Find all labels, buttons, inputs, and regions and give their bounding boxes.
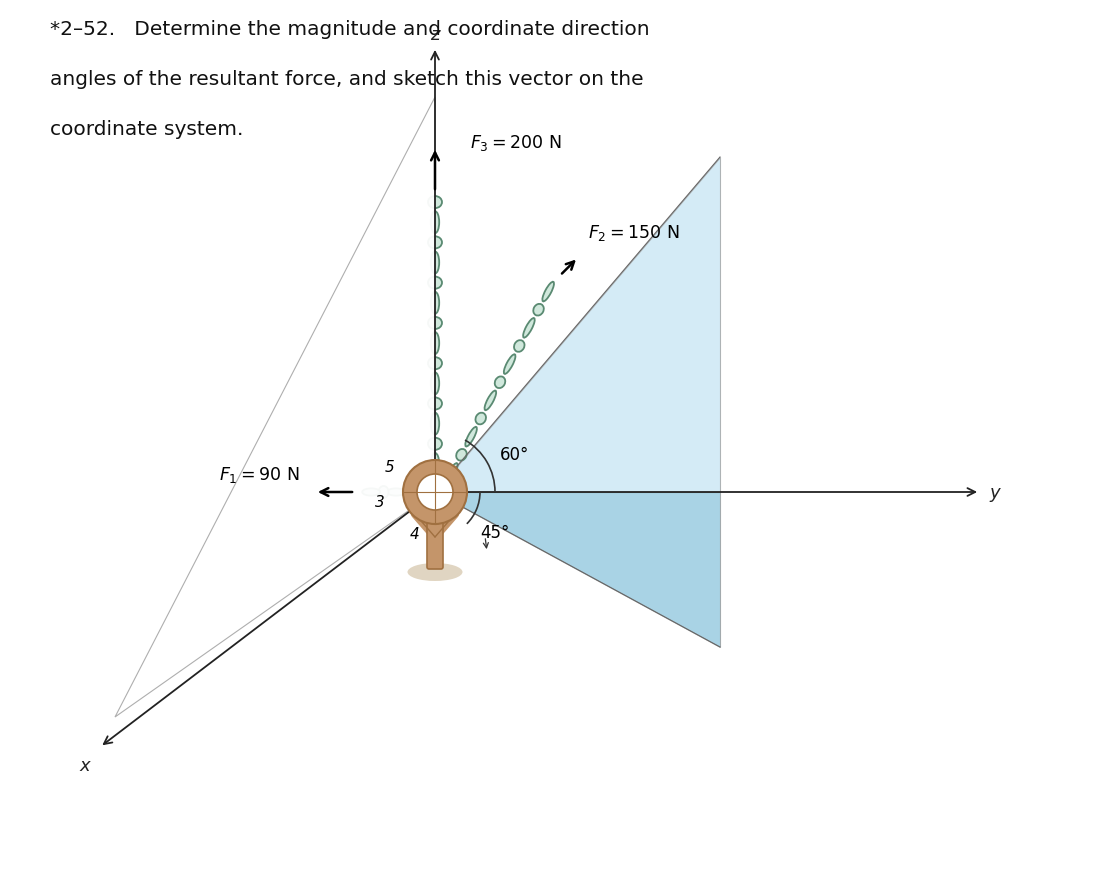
Ellipse shape xyxy=(446,464,458,483)
Ellipse shape xyxy=(428,438,442,450)
Ellipse shape xyxy=(428,317,442,330)
Ellipse shape xyxy=(465,427,476,447)
Ellipse shape xyxy=(543,282,554,302)
Text: 60°: 60° xyxy=(501,446,529,463)
Ellipse shape xyxy=(428,196,442,209)
Ellipse shape xyxy=(475,413,486,424)
Text: z: z xyxy=(430,26,440,44)
Text: 4: 4 xyxy=(410,527,420,542)
Ellipse shape xyxy=(428,277,442,289)
Ellipse shape xyxy=(404,487,414,498)
Text: $F_2 = 150\ \mathrm{N}$: $F_2 = 150\ \mathrm{N}$ xyxy=(588,224,679,243)
Ellipse shape xyxy=(457,449,467,461)
Text: coordinate system.: coordinate system. xyxy=(50,120,244,139)
Text: $F_3 = 200\ \mathrm{N}$: $F_3 = 200\ \mathrm{N}$ xyxy=(470,132,561,153)
Ellipse shape xyxy=(523,318,535,339)
Ellipse shape xyxy=(514,341,525,353)
Ellipse shape xyxy=(533,304,544,317)
Polygon shape xyxy=(115,98,435,717)
Ellipse shape xyxy=(431,373,439,395)
Ellipse shape xyxy=(428,237,442,249)
Text: y: y xyxy=(989,483,1000,502)
Ellipse shape xyxy=(431,332,439,354)
Polygon shape xyxy=(435,493,720,647)
Ellipse shape xyxy=(362,488,381,496)
Text: 5: 5 xyxy=(385,460,395,475)
Text: 3: 3 xyxy=(375,495,385,510)
Ellipse shape xyxy=(431,253,439,275)
Ellipse shape xyxy=(431,413,439,435)
FancyBboxPatch shape xyxy=(427,509,443,569)
Text: x: x xyxy=(79,756,90,774)
Ellipse shape xyxy=(431,292,439,315)
Ellipse shape xyxy=(378,487,388,498)
Circle shape xyxy=(403,460,467,524)
Ellipse shape xyxy=(428,398,442,410)
Ellipse shape xyxy=(428,358,442,370)
Ellipse shape xyxy=(484,391,496,410)
Ellipse shape xyxy=(431,212,439,234)
Polygon shape xyxy=(435,158,720,493)
Ellipse shape xyxy=(387,488,405,496)
Ellipse shape xyxy=(431,453,439,475)
Circle shape xyxy=(417,474,453,510)
Ellipse shape xyxy=(504,355,515,374)
Ellipse shape xyxy=(411,488,430,496)
Text: *2–52.   Determine the magnitude and coordinate direction: *2–52. Determine the magnitude and coord… xyxy=(50,20,650,39)
Ellipse shape xyxy=(495,377,505,389)
Ellipse shape xyxy=(407,563,462,581)
Text: 45°: 45° xyxy=(480,524,510,541)
Text: $F_1 = 90\ \mathrm{N}$: $F_1 = 90\ \mathrm{N}$ xyxy=(219,465,300,484)
Text: angles of the resultant force, and sketch this vector on the: angles of the resultant force, and sketc… xyxy=(50,70,644,89)
